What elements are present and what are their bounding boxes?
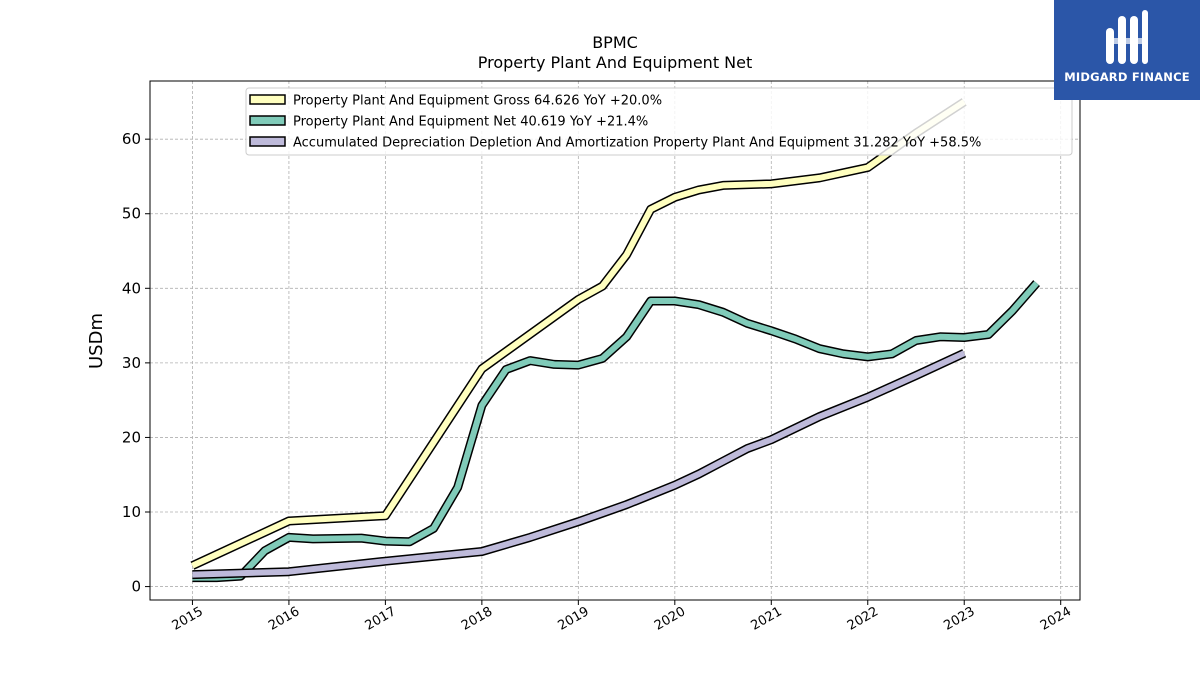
x-axis: 2015 2016 2017 2018 2019 2020 2021 2022 2023 2024 <box>170 600 1074 634</box>
chart-subtitle: Property Plant And Equipment Net <box>478 53 753 72</box>
x-tick-label: 2022 <box>845 604 881 634</box>
y-tick-label: 10 <box>122 503 141 521</box>
legend-box <box>245 87 1073 156</box>
legend: Property Plant And Equipment Gross 64.62… <box>245 87 1073 156</box>
series-line-2 <box>192 350 966 578</box>
y-tick-label: 20 <box>122 428 141 446</box>
legend-label-0: Property Plant And Equipment Gross 64.62… <box>293 94 662 109</box>
x-tick-label: 2023 <box>941 604 977 634</box>
y-axis-label: USDm <box>86 313 107 369</box>
series-line-0 <box>191 99 966 569</box>
x-tick-label: 2018 <box>459 604 495 634</box>
logo: MIDGARD FINANCE <box>1054 0 1200 100</box>
logo-mark-icon <box>1106 10 1148 64</box>
plot-frame <box>149 80 1081 601</box>
chart-title: BPMC <box>592 33 638 52</box>
x-tick-label: 2024 <box>1038 604 1074 634</box>
y-tick-label: 0 <box>131 578 141 596</box>
legend-swatch-1 <box>249 115 286 126</box>
y-axis: 0 10 20 30 40 50 60 <box>122 130 150 596</box>
y-tick-label: 60 <box>122 130 141 148</box>
y-tick-label: 50 <box>122 205 141 223</box>
logo-text: MIDGARD FINANCE <box>1064 70 1190 84</box>
legend-swatch-0 <box>249 94 286 105</box>
x-tick-label: 2020 <box>652 604 688 634</box>
series-line-1 <box>192 281 1039 581</box>
legend-label-1: Property Plant And Equipment Net 40.619 … <box>293 115 648 130</box>
x-tick-label: 2016 <box>266 604 302 634</box>
x-tick-label: 2017 <box>363 604 399 634</box>
x-tick-label: 2021 <box>748 604 784 634</box>
y-tick-label: 30 <box>122 354 141 372</box>
x-tick-label: 2019 <box>556 604 592 634</box>
series-lines <box>190 98 1040 583</box>
series-outline-1 <box>192 280 1040 583</box>
legend-label-2: Accumulated Depreciation Depletion And A… <box>293 136 981 151</box>
legend-swatch-2 <box>249 136 286 147</box>
x-tick-label: 2015 <box>170 604 206 634</box>
y-tick-label: 40 <box>122 279 141 297</box>
